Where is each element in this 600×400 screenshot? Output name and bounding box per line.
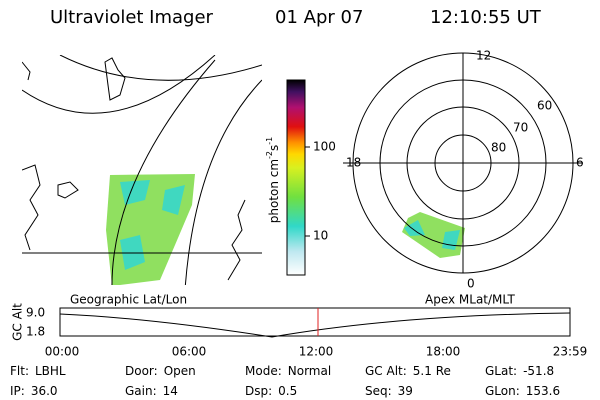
- grid-arc: [111, 59, 216, 285]
- mlat-label: 80: [491, 141, 506, 155]
- timeline-xtick: 18:00: [426, 345, 461, 359]
- colorbar-tick-label: 10: [313, 229, 328, 243]
- status-label: Flt:: [10, 364, 29, 378]
- coastline: [227, 199, 246, 281]
- status-value: 39: [398, 384, 413, 398]
- status-item: GLat: -51.8: [485, 364, 554, 378]
- timeline-ytick: 1.8: [26, 325, 45, 339]
- grid-arc: [184, 79, 262, 285]
- status-item: Flt: LBHL: [10, 364, 66, 378]
- mlt-label: 18: [346, 156, 361, 170]
- geo-map: [22, 55, 262, 285]
- status-item: Seq: 39: [365, 384, 413, 398]
- status-value: 153.6: [526, 384, 560, 398]
- instrument: Ultraviolet Imager: [50, 7, 214, 28]
- aurora-patch: [120, 180, 185, 270]
- status-panel: Flt: LBHL Door: Open Mode: Normal GC Alt: 5.1 R…: [10, 364, 560, 398]
- status-value: Normal: [288, 364, 331, 378]
- status-item: IP: 36.0: [10, 384, 58, 398]
- aurora-patch: [404, 220, 460, 250]
- colorbar-tick-label: 100: [313, 140, 336, 154]
- timeline-frame: [59, 307, 571, 337]
- map-title: Geographic Lat/Lon: [70, 293, 187, 307]
- status-value: Open: [164, 364, 196, 378]
- status-label: Seq:: [365, 384, 392, 398]
- polar-plot: [343, 52, 583, 274]
- coastline: [104, 57, 126, 101]
- mlt-label: 6: [576, 156, 584, 170]
- status-label: Door:: [125, 364, 158, 378]
- status-label: IP:: [10, 384, 25, 398]
- timeline-ylabel: GC Alt: [11, 303, 25, 341]
- status-label: GLon:: [485, 384, 520, 398]
- colorbar: [286, 79, 306, 276]
- timeline-xticks: 00:00 06:00 12:00 18:00 23:59: [45, 345, 588, 359]
- status-value: -51.8: [523, 364, 554, 378]
- coastline: [22, 61, 31, 81]
- status-label: Dsp:: [245, 384, 272, 398]
- status-item: Gain: 14: [125, 384, 178, 398]
- grid-arc: [22, 55, 216, 114]
- status-value: 0.5: [278, 384, 297, 398]
- colorbar-label: photon cm-2s-1: [265, 137, 281, 224]
- polar-title: Apex MLat/MLT: [425, 293, 515, 307]
- date: 01 Apr 07: [275, 7, 363, 28]
- status-label: GC Alt:: [365, 364, 407, 378]
- status-value: 36.0: [31, 384, 58, 398]
- mlat-label: 70: [513, 121, 528, 135]
- altitude-curve: [59, 312, 571, 338]
- timeline-ytick: 9.0: [26, 306, 45, 320]
- timeline-xtick: 12:00: [299, 345, 334, 359]
- mlt-label: 12: [476, 49, 491, 63]
- grid-arc: [59, 55, 262, 81]
- status-item: Mode: Normal: [245, 364, 331, 378]
- mlat-label: 60: [537, 99, 552, 113]
- status-item: GLon: 153.6: [485, 384, 560, 398]
- status-value: 5.1 Re: [413, 364, 451, 378]
- status-label: Mode:: [245, 364, 282, 378]
- coastline: [22, 164, 41, 251]
- status-value: 14: [163, 384, 178, 398]
- status-item: Dsp: 0.5: [245, 384, 297, 398]
- status-label: Gain:: [125, 384, 157, 398]
- orbit-timeline: [59, 307, 571, 338]
- status-item: GC Alt: 5.1 Re: [365, 364, 451, 378]
- mlt-label: 0: [467, 277, 475, 291]
- status-value: LBHL: [35, 364, 66, 378]
- status-item: Door: Open: [125, 364, 196, 378]
- timeline-xtick: 23:59: [553, 345, 588, 359]
- time: 12:10:55 UT: [430, 7, 542, 28]
- timeline-xtick: 06:00: [172, 345, 207, 359]
- status-label: GLat:: [485, 364, 517, 378]
- timeline-xtick: 00:00: [45, 345, 80, 359]
- coastline: [57, 181, 79, 199]
